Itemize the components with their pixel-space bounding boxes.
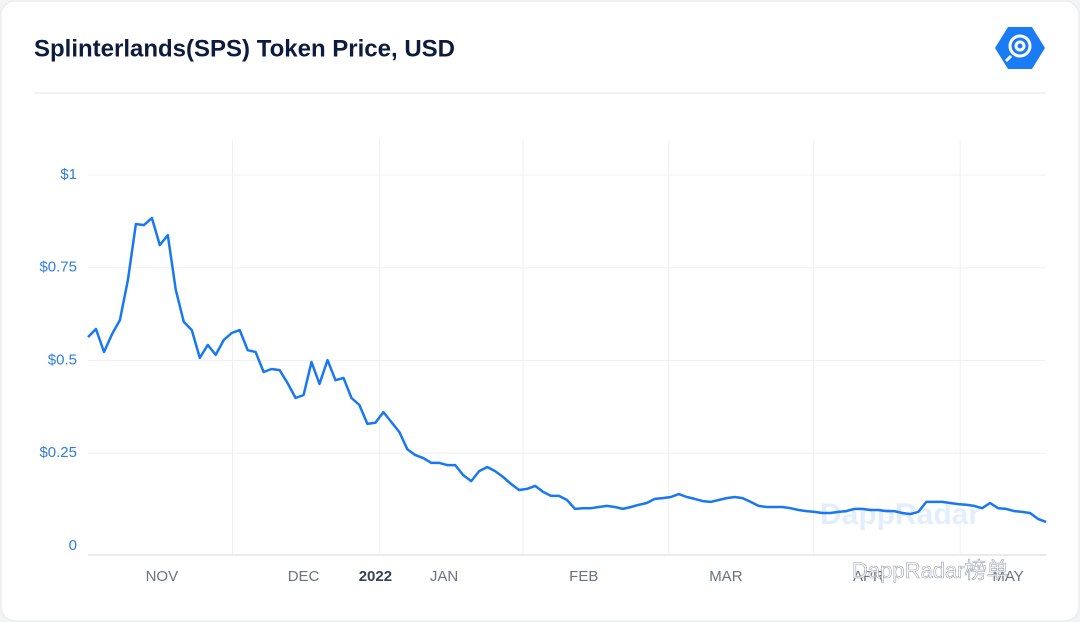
x-tick-label: JAN <box>430 568 458 585</box>
y-tick-label: $0.75 <box>39 259 77 276</box>
x-tick-label: 2022 <box>359 568 392 585</box>
x-tick-label: DEC <box>288 568 320 585</box>
x-tick-label: MAR <box>709 568 743 585</box>
chart-title: Splinterlands(SPS) Token Price, USD <box>34 35 455 62</box>
overlay-watermark: DappRadar榜单 <box>852 558 1009 583</box>
x-tick-label: MAY <box>992 568 1023 585</box>
y-tick-label: 0 <box>69 537 77 554</box>
x-tick-label: FEB <box>569 568 598 585</box>
y-tick-label: $0.25 <box>39 444 77 461</box>
y-tick-label: $1 <box>60 166 77 183</box>
price-line <box>87 216 1047 524</box>
logo <box>995 27 1045 69</box>
x-tick-label: NOV <box>146 568 179 585</box>
x-tick-label: APR <box>853 568 884 585</box>
y-tick-label: $0.5 <box>48 351 77 368</box>
